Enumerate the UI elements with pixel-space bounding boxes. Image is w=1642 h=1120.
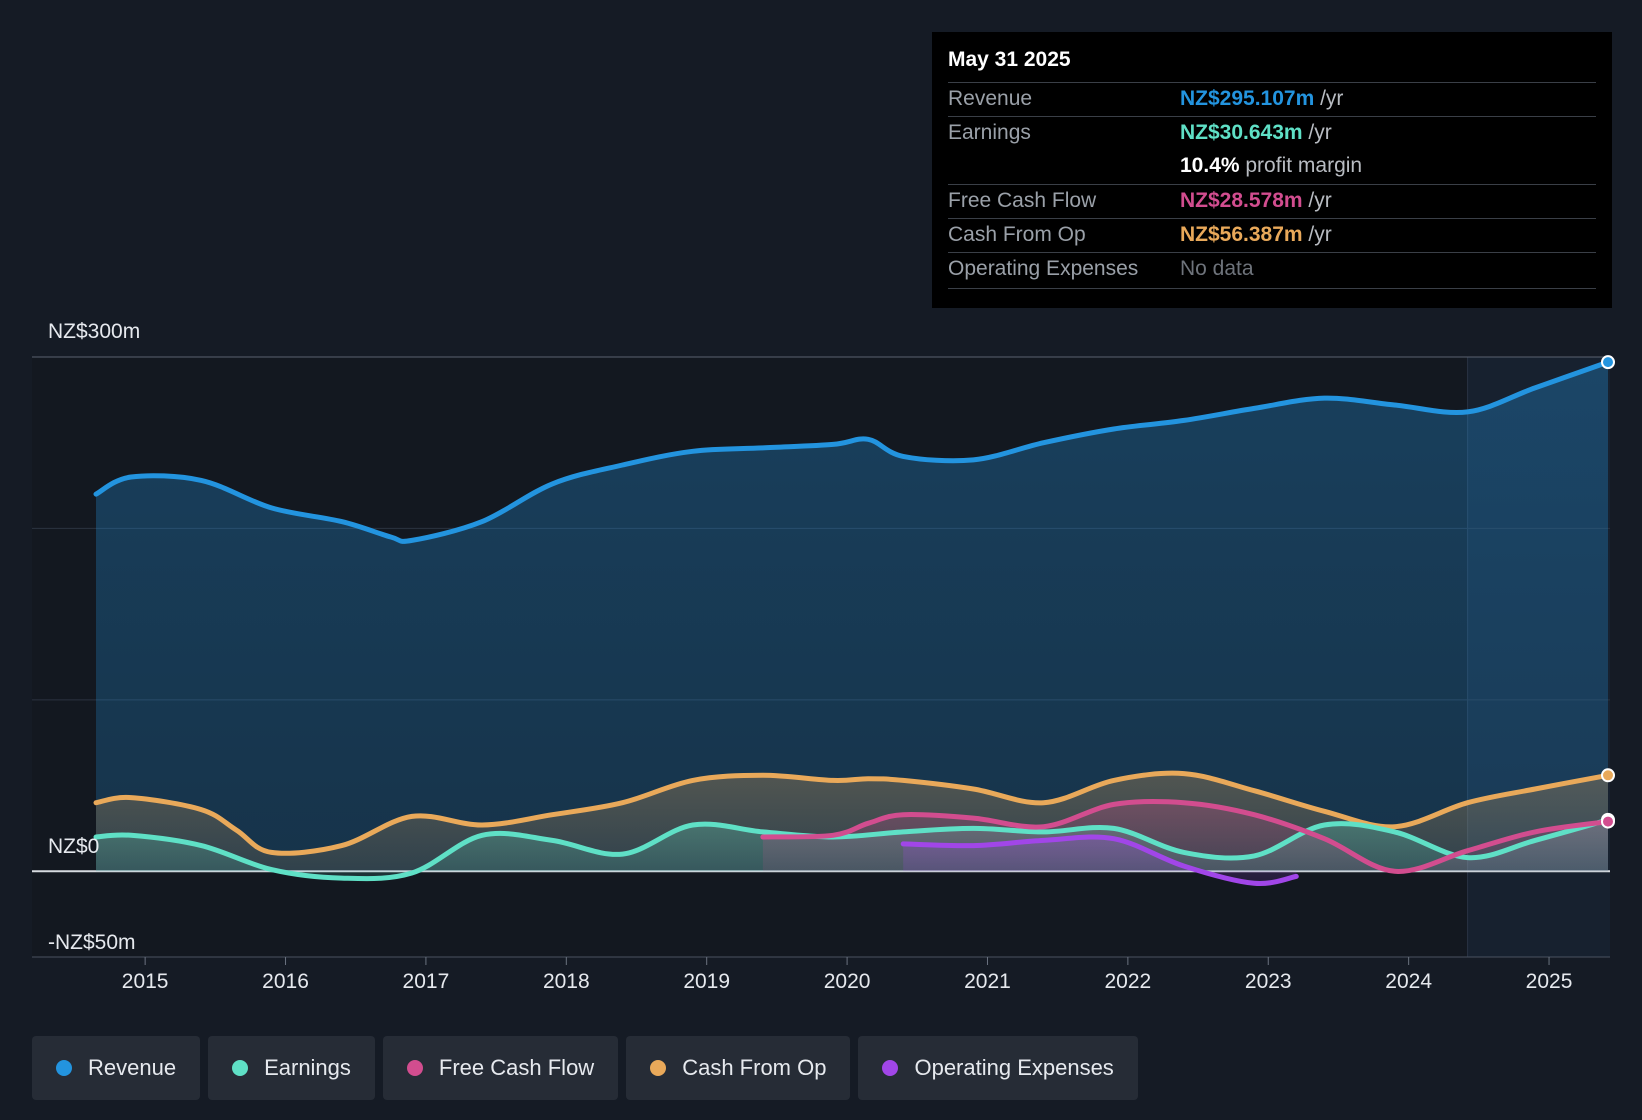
free-cash-flow-endpoint bbox=[1601, 814, 1615, 829]
x-tick-label: 2019 bbox=[683, 970, 731, 993]
operating-expenses-area bbox=[903, 836, 1297, 884]
tooltip-row-value: No data bbox=[1180, 257, 1254, 281]
x-tick-label: 2021 bbox=[964, 970, 1011, 993]
x-tick-label: 2020 bbox=[823, 970, 871, 993]
tooltip-row-label: Free Cash Flow bbox=[948, 189, 1097, 212]
tooltip-unit-text: profit margin bbox=[1239, 154, 1363, 177]
tooltip-row: Cash From Op NZ$56.387m /yr bbox=[948, 218, 1596, 253]
x-tick-label: 2023 bbox=[1244, 970, 1292, 993]
revenue-endpoint bbox=[1601, 355, 1615, 370]
revenue-area bbox=[96, 362, 1608, 872]
tooltip-bottom-rule bbox=[948, 288, 1596, 289]
cash-from-op-line bbox=[93, 770, 1611, 856]
tooltip-unit-text: /yr bbox=[1314, 87, 1344, 110]
legend-dot-icon bbox=[882, 1060, 899, 1076]
legend-item-earnings[interactable]: Earnings bbox=[208, 1036, 375, 1100]
tooltip-value-text: NZ$56.387m bbox=[1180, 223, 1303, 246]
legend-label: Revenue bbox=[88, 1055, 177, 1080]
y-tick-label: -NZ$50m bbox=[48, 931, 136, 954]
legend-label: Earnings bbox=[264, 1055, 351, 1080]
tooltip-row-label: Cash From Op bbox=[948, 223, 1086, 246]
tooltip-row: Earnings NZ$30.643m /yr bbox=[948, 116, 1596, 151]
x-tick-label: 2015 bbox=[121, 970, 169, 993]
tooltip-row: Operating Expenses No data bbox=[948, 252, 1596, 287]
legend-label: Free Cash Flow bbox=[438, 1055, 595, 1080]
legend-item-revenue[interactable]: Revenue bbox=[32, 1036, 201, 1100]
x-tick-label: 2016 bbox=[262, 970, 309, 993]
tooltip-row-label: Operating Expenses bbox=[948, 257, 1139, 280]
tooltip-row-value: 10.4% profit margin bbox=[1180, 154, 1362, 178]
tooltip-date: May 31 2025 bbox=[948, 48, 1071, 71]
x-tick-label: 2025 bbox=[1525, 970, 1573, 993]
legend-item-free-cash-flow[interactable]: Free Cash Flow bbox=[382, 1036, 619, 1100]
revenue-line bbox=[93, 359, 1611, 544]
tooltip-value-text: NZ$30.643m bbox=[1180, 121, 1303, 144]
cash-from-op-endpoint bbox=[1601, 768, 1615, 783]
tooltip-row: Revenue NZ$295.107m /yr bbox=[948, 82, 1596, 117]
tooltip-panel: May 31 2025 Revenue NZ$295.107m /yr Earnin… bbox=[932, 32, 1612, 308]
legend-dot-icon bbox=[406, 1060, 423, 1076]
legend-dot-icon bbox=[650, 1060, 667, 1076]
tooltip-value-text: NZ$28.578m bbox=[1180, 189, 1303, 212]
operating-expenses-line bbox=[900, 834, 1299, 887]
tooltip-unit-text: /yr bbox=[1302, 223, 1332, 246]
tooltip-row-value: NZ$295.107m /yr bbox=[1180, 87, 1343, 111]
tooltip-row-label: Earnings bbox=[948, 121, 1031, 144]
tooltip-value-text: 10.4% bbox=[1180, 154, 1240, 177]
legend-item-operating-expenses[interactable]: Operating Expenses bbox=[858, 1036, 1138, 1100]
tooltip-value-text: No data bbox=[1180, 257, 1254, 280]
legend-label: Operating Expenses bbox=[914, 1055, 1114, 1080]
x-tick-label: 2017 bbox=[402, 970, 450, 993]
legend: Revenue Earnings Free Cash Flow Cash From O… bbox=[32, 1036, 1138, 1100]
x-tick-label: 2018 bbox=[542, 970, 590, 993]
tooltip-unit-text: /yr bbox=[1302, 121, 1332, 144]
tooltip-row-value: NZ$28.578m /yr bbox=[1180, 189, 1332, 213]
tooltip-row: 10.4% profit margin bbox=[948, 150, 1596, 184]
y-tick-label: NZ$300m bbox=[48, 320, 141, 343]
tooltip-unit-text: /yr bbox=[1302, 189, 1332, 212]
x-tick-label: 2024 bbox=[1385, 970, 1432, 993]
tooltip-value-text: NZ$295.107m bbox=[1180, 87, 1315, 110]
x-tick-label: 2022 bbox=[1104, 970, 1152, 993]
chart-canvas bbox=[32, 355, 1615, 965]
legend-label: Cash From Op bbox=[682, 1055, 827, 1080]
tooltip-row-value: NZ$30.643m /yr bbox=[1180, 121, 1332, 145]
free-cash-flow-line bbox=[760, 798, 1611, 874]
tooltip-row-label: Revenue bbox=[948, 87, 1033, 110]
tooltip-row-value: NZ$56.387m /yr bbox=[1180, 223, 1332, 247]
y-tick-label: NZ$0 bbox=[48, 835, 100, 859]
tooltip-row: Free Cash Flow NZ$28.578m /yr bbox=[948, 184, 1596, 219]
legend-item-cash-from-op[interactable]: Cash From Op bbox=[626, 1036, 851, 1100]
legend-dot-icon bbox=[56, 1060, 72, 1076]
legend-dot-icon bbox=[232, 1060, 249, 1076]
